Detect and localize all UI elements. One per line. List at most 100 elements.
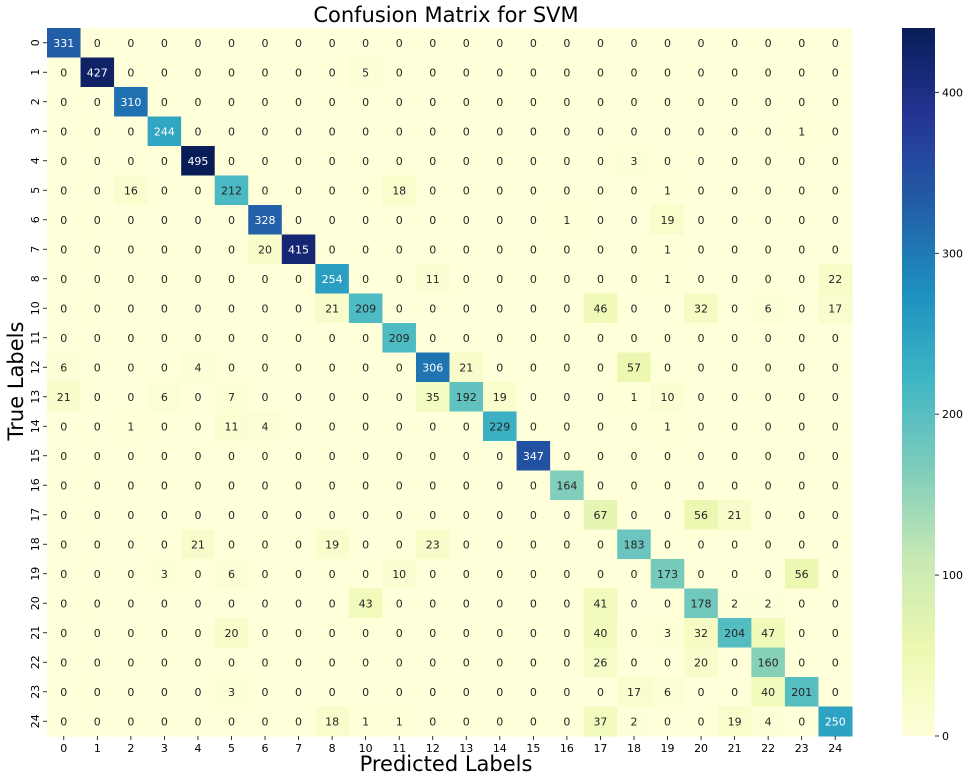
heatmap-cell-label: 0 (295, 538, 302, 551)
heatmap-cell (214, 529, 249, 560)
heatmap-cell (784, 264, 819, 294)
heatmap-cell (684, 116, 719, 147)
heatmap-cell-label: 0 (463, 125, 470, 138)
heatmap-cell (583, 28, 618, 58)
heatmap-cell (583, 87, 618, 117)
heatmap-cell (281, 264, 316, 294)
heatmap-cell-label: 0 (194, 302, 201, 315)
heatmap-cell-label: 0 (496, 214, 503, 227)
heatmap-cell (147, 647, 182, 678)
heatmap-cell-label: 201 (791, 686, 812, 699)
heatmap-cell (818, 234, 853, 265)
heatmap-cell-label: 0 (496, 509, 503, 522)
heatmap-cell (516, 323, 551, 353)
heatmap-cell (717, 411, 752, 442)
heatmap-cell (818, 470, 853, 501)
heatmap-cell-label: 18 (392, 184, 406, 197)
heatmap-cell (583, 293, 618, 324)
heatmap-cell-label: 1 (362, 715, 369, 728)
heatmap-cell (382, 618, 417, 648)
y-tick-label: 3 (29, 128, 42, 135)
heatmap-cell-label: 192 (456, 391, 477, 404)
heatmap-cell-label: 0 (597, 420, 604, 433)
heatmap-cell-label: 1 (396, 715, 403, 728)
x-tick-label: 22 (761, 742, 775, 755)
heatmap-cell (147, 618, 182, 648)
heatmap-cell (147, 500, 182, 530)
heatmap-cell (348, 28, 383, 58)
heatmap-cell (818, 559, 853, 589)
heatmap-cell (717, 647, 752, 678)
heatmap-cell (47, 293, 82, 324)
heatmap-cell (214, 470, 249, 501)
heatmap-cell-label: 0 (396, 243, 403, 256)
heatmap-cell (449, 146, 484, 176)
heatmap-cell-label: 0 (396, 656, 403, 669)
heatmap-cell (415, 588, 450, 619)
heatmap-cell-label: 0 (698, 361, 705, 374)
heatmap-cell-label: 0 (396, 509, 403, 522)
heatmap-cell-label: 0 (295, 273, 302, 286)
y-tick-label: 8 (29, 275, 42, 282)
heatmap-cell (650, 352, 685, 383)
heatmap-cell-label: 0 (530, 66, 537, 79)
heatmap-cell-label: 0 (630, 509, 637, 522)
heatmap-cell (415, 352, 450, 383)
heatmap-cell (449, 588, 484, 619)
heatmap-cell-label: 0 (496, 686, 503, 699)
heatmap-cell (449, 293, 484, 324)
heatmap-cell-label: 0 (194, 479, 201, 492)
heatmap-cell (47, 146, 82, 176)
y-tick-label: 0 (29, 39, 42, 46)
heatmap-cell-label: 310 (120, 96, 141, 109)
heatmap-cell-label: 0 (731, 479, 738, 492)
heatmap-cell-label: 0 (597, 214, 604, 227)
heatmap-cell (315, 234, 350, 265)
heatmap-cell (784, 293, 819, 324)
heatmap-cell (516, 382, 551, 412)
heatmap-cell-label: 0 (396, 361, 403, 374)
heatmap-cell-label: 0 (496, 538, 503, 551)
heatmap-cell-label: 0 (362, 391, 369, 404)
heatmap-cell-label: 0 (194, 391, 201, 404)
heatmap-cell (818, 677, 853, 707)
heatmap-cell-label: 0 (262, 597, 269, 610)
colorbar-tick-label: 0 (942, 730, 949, 743)
heatmap-cell-label: 0 (463, 479, 470, 492)
heatmap-cell (751, 28, 786, 58)
heatmap-cell-label: 0 (127, 361, 134, 374)
heatmap-cell-label: 0 (429, 686, 436, 699)
heatmap-cell (650, 234, 685, 265)
heatmap-cell-label: 0 (262, 96, 269, 109)
heatmap-cell-label: 21 (57, 391, 71, 404)
heatmap-cell (449, 706, 484, 737)
x-tick-label: 18 (627, 742, 641, 755)
heatmap-cell (80, 677, 115, 707)
heatmap-cell-label: 0 (429, 450, 436, 463)
heatmap-cell (114, 441, 149, 471)
heatmap-cell (818, 588, 853, 619)
heatmap-cell-label: 0 (698, 686, 705, 699)
heatmap-cell-label: 0 (563, 656, 570, 669)
heatmap-cell (751, 500, 786, 530)
heatmap-cell (449, 352, 484, 383)
x-tick-label: 20 (694, 742, 708, 755)
colorbar-ticks: 0 100 200 300 400 (935, 86, 963, 743)
heatmap-cell-label: 0 (362, 627, 369, 640)
heatmap-cell (181, 57, 216, 88)
heatmap-cell (751, 352, 786, 383)
heatmap-cell (248, 677, 283, 707)
heatmap-cell-label: 0 (262, 155, 269, 168)
heatmap-cell-label: 0 (329, 686, 336, 699)
heatmap-cell-label: 22 (828, 273, 842, 286)
heatmap-cell-label: 0 (94, 479, 101, 492)
heatmap-cell-label: 0 (429, 627, 436, 640)
heatmap-cell-label: 5 (362, 66, 369, 79)
heatmap-cell-label: 0 (765, 450, 772, 463)
heatmap-cell-label: 0 (161, 361, 168, 374)
heatmap-cell-label: 0 (731, 66, 738, 79)
heatmap-cell (617, 175, 652, 206)
heatmap-cell-label: 0 (194, 597, 201, 610)
heatmap-cell-label: 0 (161, 538, 168, 551)
heatmap-cell (483, 116, 518, 147)
